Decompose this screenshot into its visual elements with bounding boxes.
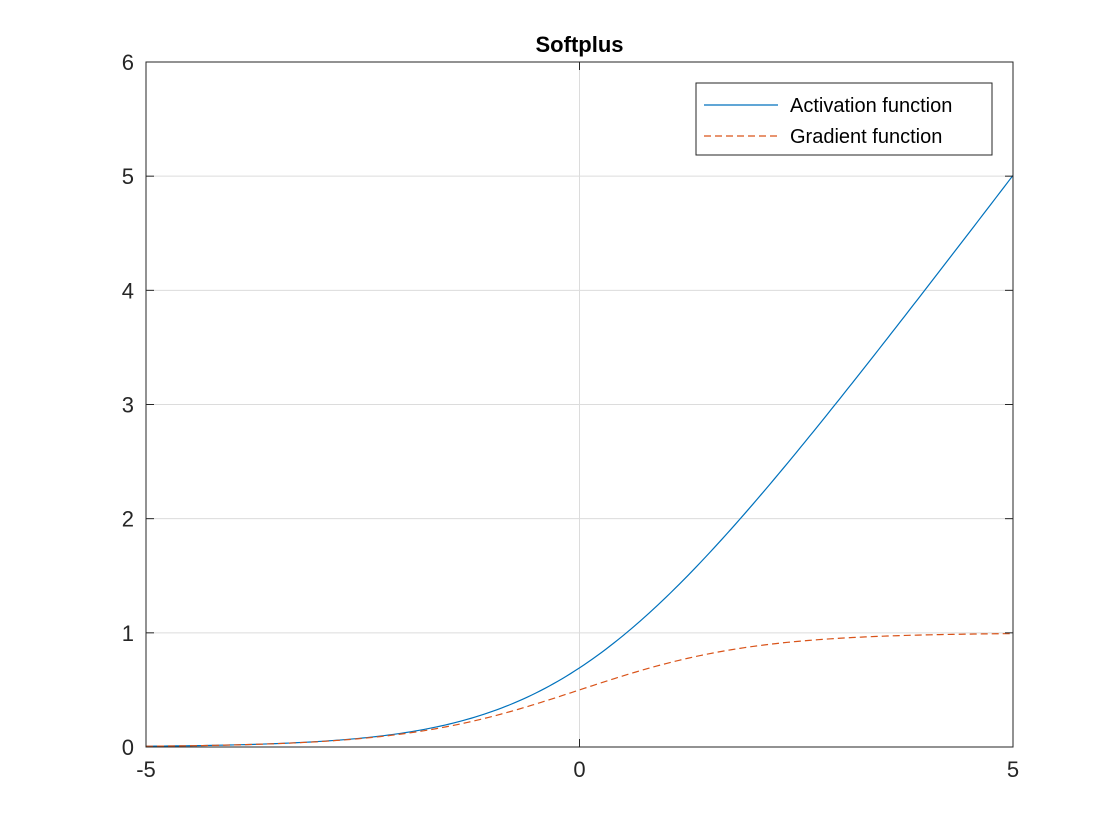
series-group (145, 175, 1014, 747)
y-tick-label: 5 (122, 164, 134, 189)
x-tick-label: -5 (136, 757, 156, 782)
x-tick-labels: -5 0 5 (136, 757, 1019, 782)
legend: Activation function Gradient function (695, 82, 993, 156)
x-tick-label: 0 (573, 757, 585, 782)
y-tick-label: 1 (122, 621, 134, 646)
legend-box (695, 82, 993, 156)
legend-label-activation: Activation function (790, 95, 952, 117)
series-line-gradient (145, 633, 1014, 747)
y-tick-label: 6 (122, 50, 134, 75)
ticks (145, 61, 1014, 748)
legend-label-gradient: Gradient function (790, 126, 942, 148)
y-tick-labels: 0 1 2 3 4 5 6 (122, 50, 134, 760)
y-tick-label: 2 (122, 507, 134, 532)
chart-title: Softplus (536, 32, 624, 57)
y-tick-label: 3 (122, 393, 134, 418)
x-tick-label: 5 (1007, 757, 1019, 782)
y-tick-label: 4 (122, 278, 134, 303)
y-tick-label: 0 (122, 735, 134, 760)
